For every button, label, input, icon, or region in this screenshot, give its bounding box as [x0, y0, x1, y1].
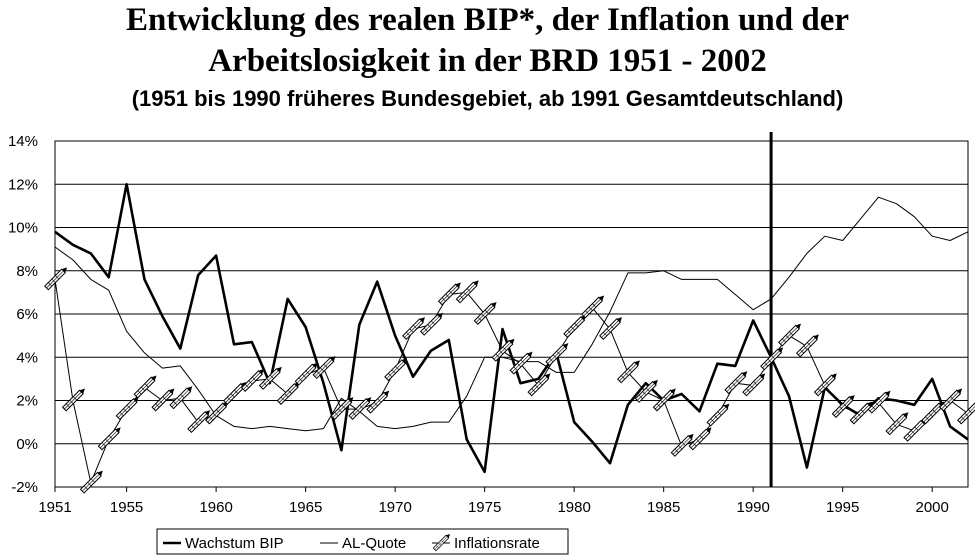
inflation-data-point — [742, 371, 768, 397]
inflation-data-point — [455, 278, 481, 304]
y-tick-label: 0% — [16, 436, 38, 453]
x-tick-label: 1951 — [38, 499, 71, 516]
x-tick-label: 1955 — [110, 499, 143, 516]
inflation-data-point — [402, 314, 428, 340]
inflation-data-point — [921, 399, 947, 425]
legend-label: Wachstum BIP — [185, 535, 284, 552]
chart-subtitle: (1951 bis 1990 früheres Bundesgebiet, ab… — [131, 86, 844, 111]
inflation-data-point — [384, 355, 410, 381]
x-tick-label: 1965 — [289, 499, 322, 516]
y-tick-label: 6% — [16, 306, 38, 323]
y-tick-label: 14% — [8, 133, 38, 150]
inflation-data-point — [885, 410, 911, 436]
series-line-inflationsrate — [54, 279, 969, 484]
grid-lines — [54, 140, 969, 488]
y-tick-label: 12% — [8, 176, 38, 193]
x-tick-label: 2000 — [916, 499, 949, 516]
inflation-data-point — [814, 371, 840, 397]
x-tick-label: 1995 — [826, 499, 859, 516]
series-group — [54, 132, 969, 487]
legend-box — [156, 528, 569, 555]
y-tick-label: 10% — [8, 220, 38, 237]
inflation-data-point — [796, 332, 822, 358]
inflation-markers — [44, 265, 975, 494]
inflation-data-point — [44, 265, 70, 291]
inflation-data-point — [957, 399, 975, 425]
x-tick-label: 1960 — [199, 499, 232, 516]
legend-label: Inflationsrate — [454, 535, 540, 552]
y-tick-label: -2% — [11, 479, 38, 496]
inflation-data-point — [599, 314, 625, 340]
chart-title-line-1: Entwicklung des realen BIP*, der Inflati… — [125, 2, 850, 38]
series-line-al-quote — [54, 196, 969, 432]
inflation-data-point — [80, 468, 106, 494]
inflation-data-point — [473, 299, 499, 325]
inflation-data-point — [133, 373, 159, 399]
x-tick-label: 1985 — [647, 499, 680, 516]
inflation-data-point — [688, 425, 714, 451]
y-tick-label: 8% — [16, 263, 38, 280]
inflation-data-point — [420, 310, 446, 336]
y-tick-label: 4% — [16, 349, 38, 366]
inflation-data-point — [115, 394, 141, 420]
chart-title-line-2: Arbeitslosigkeit in der BRD 1951 - 2002 — [208, 43, 767, 79]
x-tick-label: 1975 — [468, 499, 501, 516]
inflation-data-point — [939, 386, 965, 412]
inflation-data-point — [617, 358, 643, 384]
legend: Wachstum BIP AL-Quote Inflationsrate — [156, 528, 569, 555]
inflation-data-point — [652, 386, 678, 412]
y-tick-label: 2% — [16, 393, 38, 410]
legend-label: AL-Quote — [342, 535, 406, 552]
axes: -2% 0% 2% 4% 6% 8% 10% 12% 14% 1951 1955 1960 1965 19… — [8, 133, 949, 516]
x-tick-label: 1990 — [736, 499, 769, 516]
inflation-data-point — [97, 425, 123, 451]
inflation-data-point — [169, 384, 195, 410]
inflation-data-point — [706, 401, 732, 427]
x-tick-label: 1980 — [557, 499, 590, 516]
series-line-wachstum-bip — [54, 183, 969, 474]
x-tick-label: 1970 — [378, 499, 411, 516]
